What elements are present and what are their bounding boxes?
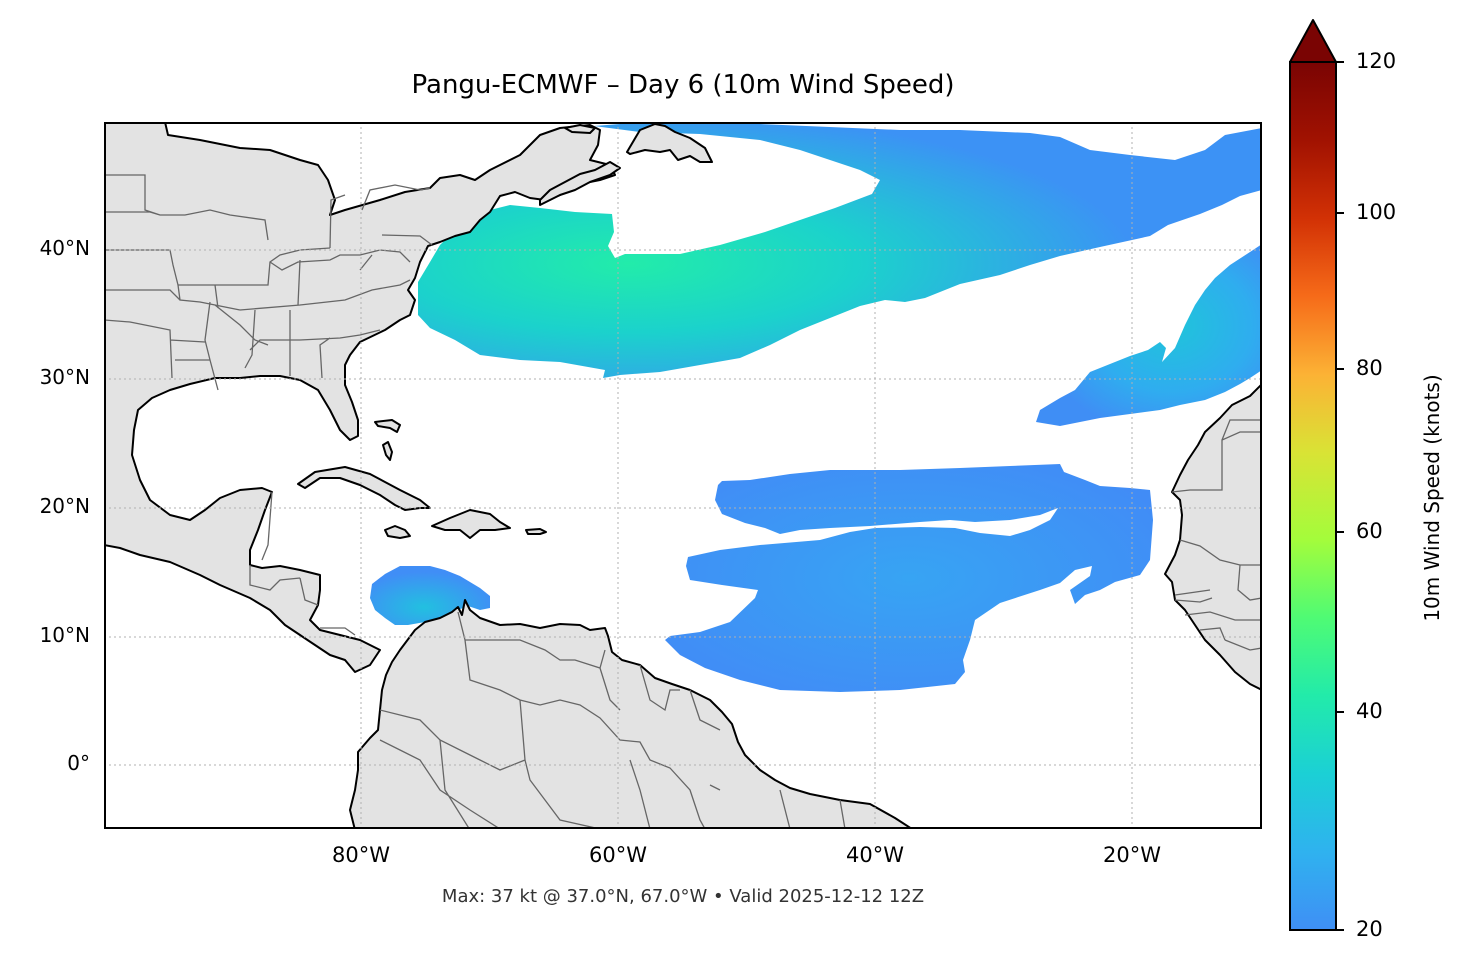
- land-bahamas-1: [374, 419, 401, 433]
- ytick-20n: 20°N: [39, 494, 90, 518]
- land-nova-scotia: [539, 161, 621, 206]
- xtick-80w: 80°W: [332, 843, 390, 867]
- chart-title: Pangu-ECMWF – Day 6 (10m Wind Speed): [411, 70, 955, 100]
- wind-fields: [370, 124, 1260, 692]
- wind-band-north-atlantic: [418, 124, 1260, 378]
- political-borders: [106, 174, 1260, 827]
- land-africa: [1164, 384, 1260, 691]
- colorbar: [1289, 19, 1344, 931]
- wind-speed-map: [106, 124, 1260, 827]
- land-cuba: [297, 466, 431, 511]
- cbar-tick-40: 40: [1356, 699, 1383, 723]
- cbar-tick-80: 80: [1356, 356, 1383, 380]
- land-masses: [106, 124, 1260, 827]
- cbar-tick-100: 100: [1356, 200, 1397, 224]
- max-wind-annotation: Max: 37 kt @ 37.0°N, 67.0°W • Valid 2025…: [441, 886, 925, 907]
- ytick-30n: 30°N: [39, 365, 90, 389]
- wind-band-tropics: [665, 464, 1153, 692]
- colorbar-label: 10m Wind Speed (knots): [1420, 374, 1444, 622]
- land-south-america: [349, 599, 911, 827]
- ytick-10n: 10°N: [39, 623, 90, 647]
- land-hispaniola: [431, 509, 511, 539]
- gridlines: [106, 124, 1260, 827]
- xtick-20w: 20°W: [1103, 843, 1161, 867]
- land-pei: [564, 124, 596, 134]
- cbar-tick-60: 60: [1356, 519, 1383, 543]
- xtick-60w: 60°W: [589, 843, 647, 867]
- wind-band-eastern-atlantic: [1036, 245, 1260, 426]
- xtick-40w: 40°W: [846, 843, 904, 867]
- cbar-tick-20: 20: [1356, 917, 1383, 941]
- land-north-america: [106, 124, 616, 673]
- ytick-0: 0°: [67, 751, 90, 775]
- ytick-40n: 40°N: [39, 236, 90, 260]
- land-bahamas-2: [382, 441, 393, 461]
- colorbar-extend-arrow: [1289, 19, 1337, 63]
- colorbar-ticks: [1336, 61, 1344, 931]
- cbar-tick-120: 120: [1356, 49, 1397, 73]
- land-puerto-rico: [525, 528, 547, 535]
- colorbar-gradient: [1289, 61, 1337, 931]
- wind-band-caribbean: [370, 566, 490, 625]
- land-newfoundland: [626, 124, 713, 163]
- map-plot-area: [104, 122, 1262, 829]
- land-jamaica: [384, 525, 411, 539]
